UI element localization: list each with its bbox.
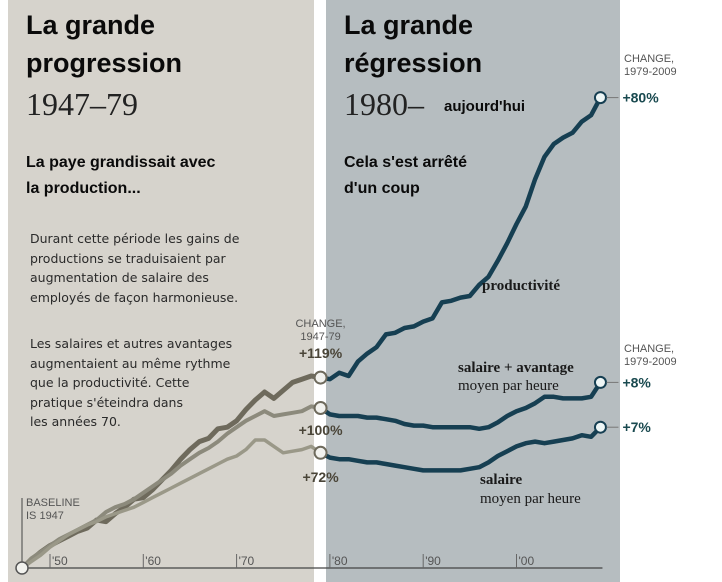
left-subtitle-line1: La paye grandissait avec xyxy=(26,154,216,171)
right-subtitle-line1: Cela s'est arrêté xyxy=(344,154,467,171)
change-header-early-0: CHANGE, xyxy=(295,318,345,330)
left-years: 1947–79 xyxy=(26,86,138,122)
marker-2009-0 xyxy=(593,91,607,105)
change-early-value-2: +72% xyxy=(302,469,339,485)
change-header-early-1: 1947-79 xyxy=(300,331,340,343)
series-label-productivity: productivité xyxy=(482,278,560,294)
right-title-line2: régression xyxy=(344,48,483,78)
marker-1979-2 xyxy=(313,445,328,460)
series-label-comp-line1: salaire + avantage xyxy=(458,360,574,376)
right-title-line1: La grande xyxy=(344,10,474,40)
x-tick-label-1990: '90 xyxy=(425,554,441,568)
x-tick-label-1960: '60 xyxy=(145,554,161,568)
left-title-line1: La grande xyxy=(26,10,156,40)
series-label-wage-line1: salaire xyxy=(480,472,523,488)
change-2009-value-0: +80% xyxy=(622,90,659,106)
change-header-late-0-0: CHANGE, xyxy=(624,53,674,65)
change-header-late-0-1: 1979-2009 xyxy=(624,66,677,78)
right-years: 1980– xyxy=(344,86,424,122)
left-panel-progression xyxy=(8,0,314,582)
series-late-1 xyxy=(318,380,603,432)
marker-2009-2 xyxy=(593,420,607,434)
change-2009-value-1: +8% xyxy=(622,374,651,390)
change-header-late-1-1: 1979-2009 xyxy=(624,356,677,368)
marker-1979-1 xyxy=(313,401,328,415)
left-title-line2: progression xyxy=(26,48,183,78)
baseline-note-1: IS 1947 xyxy=(26,510,64,522)
marker-1979-0 xyxy=(313,370,328,385)
baseline-marker xyxy=(15,561,29,575)
left-paragraph-2: Les salaires et autres avantages augment… xyxy=(30,336,233,429)
series-late-2 xyxy=(318,424,603,473)
marker-2009-1 xyxy=(593,375,607,389)
series-late-0 xyxy=(318,95,603,382)
x-tick-label-1970: '70 xyxy=(239,554,255,568)
series-label-comp-line2: moyen par heure xyxy=(458,378,559,394)
change-header-late-1-0: CHANGE, xyxy=(624,343,674,355)
change-2009-value-2: +7% xyxy=(622,419,651,435)
x-tick-label-1950: '50 xyxy=(52,554,68,568)
change-early-value-1: +100% xyxy=(299,422,344,438)
left-paragraph-1: Durant cette période les gains de produc… xyxy=(30,231,240,305)
left-subtitle-line2: la production... xyxy=(26,180,141,197)
right-subtitle-line2: d'un coup xyxy=(344,180,420,197)
baseline-note-0: BASELINE xyxy=(26,497,80,509)
series-early-2 xyxy=(20,438,323,570)
series-label-wage-line2: moyen par heure xyxy=(480,491,581,507)
x-tick-label-1980: '80 xyxy=(332,554,348,568)
right-years-suffix: aujourd'hui xyxy=(444,98,526,115)
change-early-value-0: +119% xyxy=(299,345,343,361)
x-tick-label-2000: '00 xyxy=(518,554,534,568)
